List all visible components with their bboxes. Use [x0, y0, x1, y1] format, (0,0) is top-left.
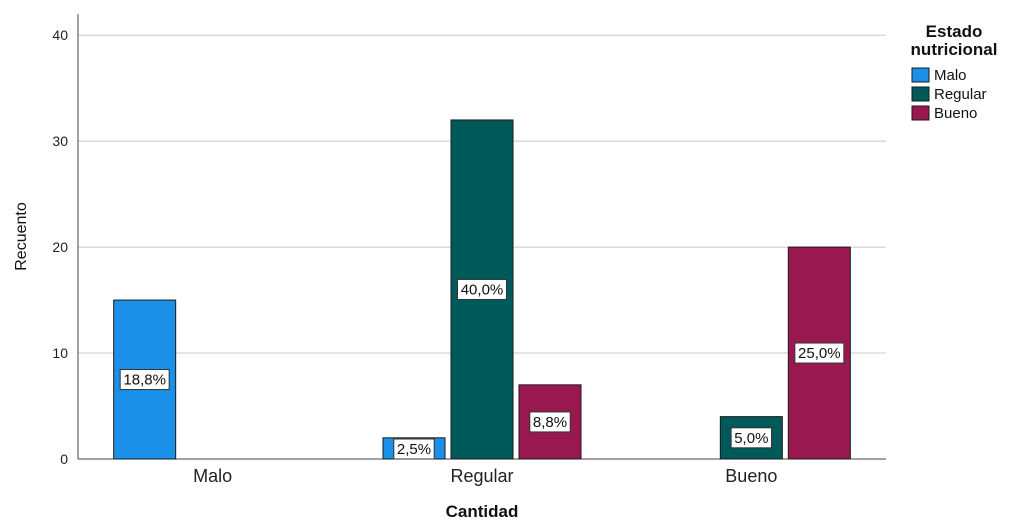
y-tick-label: 20 — [52, 239, 68, 255]
y-tick-label: 0 — [60, 451, 68, 467]
x-category-label: Regular — [450, 466, 513, 486]
y-tick-label: 30 — [52, 133, 68, 149]
data-label-box — [529, 411, 571, 433]
bar-labels: 18,8% 2,5% 40,0% 8,8% 5,0% 25,0% — [119, 278, 845, 460]
data-label: 18,8% — [123, 372, 166, 389]
x-category-label: Bueno — [725, 466, 777, 486]
y-tick-label: 10 — [52, 345, 68, 361]
data-label: 40,0% — [461, 281, 504, 298]
legend-title-line-2: nutricional — [911, 40, 998, 59]
x-axis-title: Cantidad — [446, 502, 519, 520]
data-label-box — [393, 438, 435, 460]
data-label-box — [730, 427, 773, 449]
legend-label-regular: Regular — [934, 86, 987, 103]
data-label-box — [457, 278, 507, 300]
y-tick-label: 40 — [52, 27, 68, 43]
data-label: 8,8% — [533, 414, 567, 431]
data-label: 5,0% — [734, 430, 768, 447]
data-label-box — [794, 342, 845, 364]
data-label: 2,5% — [397, 441, 431, 458]
legend-swatch-regular — [911, 86, 930, 102]
legend-items: Malo Regular Bueno — [911, 67, 987, 122]
data-label-box — [119, 369, 170, 391]
y-tick-labels: 0 10 20 30 40 — [52, 27, 68, 467]
legend-title-line-1: Estado — [926, 22, 983, 41]
legend-label-bueno: Bueno — [934, 105, 977, 122]
legend-swatch-bueno — [911, 105, 930, 121]
x-category-label: Malo — [193, 466, 232, 486]
y-axis-title: Recuento — [13, 202, 30, 271]
legend-swatch-malo — [911, 67, 930, 83]
legend: Estado nutricional Malo Regular Bueno — [911, 22, 998, 122]
x-category-labels: Malo Regular Bueno — [193, 466, 777, 486]
data-label: 25,0% — [798, 345, 841, 362]
legend-label-malo: Malo — [934, 67, 967, 84]
